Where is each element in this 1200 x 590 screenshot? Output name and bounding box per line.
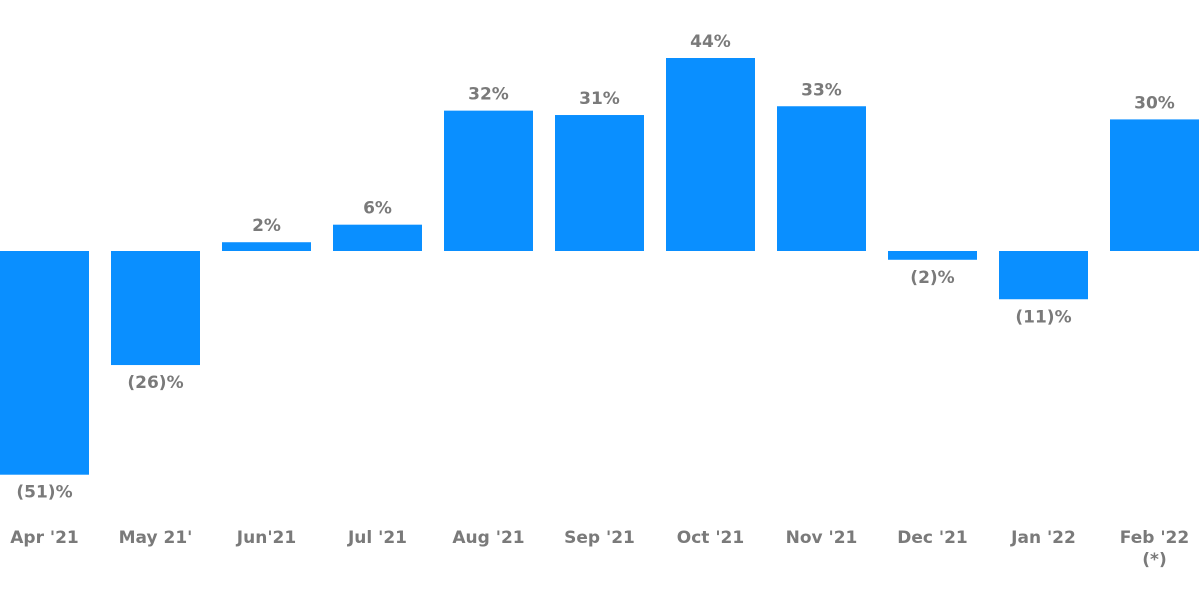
- bar: [333, 224, 422, 251]
- x-tick-label: Dec '21: [897, 528, 968, 548]
- value-label: 6%: [363, 199, 392, 219]
- value-label: (11)%: [1015, 307, 1071, 327]
- x-tick-label: Nov '21: [785, 528, 858, 548]
- x-tick-label: Jan '22: [1011, 528, 1076, 548]
- value-label: (26)%: [127, 373, 183, 393]
- bar: [444, 110, 533, 252]
- x-tick-label: Feb '22 (*): [1119, 528, 1190, 570]
- value-label: 31%: [579, 89, 620, 109]
- x-tick-label: Sep '21: [564, 528, 635, 548]
- value-label: 2%: [252, 216, 281, 236]
- bar: [0, 251, 89, 475]
- x-tick-label: Jul '21: [347, 528, 408, 548]
- bar: [111, 251, 200, 366]
- x-tick-label: May 21': [118, 528, 193, 548]
- value-label: 33%: [801, 80, 842, 100]
- bar: [777, 106, 866, 251]
- bar: [555, 115, 644, 251]
- bar: [1110, 119, 1199, 251]
- x-tick-label: Aug '21: [452, 528, 525, 548]
- bar: [222, 242, 311, 251]
- x-tick-label: Apr '21: [10, 528, 79, 548]
- bar: [999, 251, 1088, 300]
- x-tick-label: Jun'21: [236, 528, 297, 548]
- value-label: 32%: [468, 85, 509, 105]
- bar: [666, 58, 755, 251]
- value-label: (51)%: [16, 483, 72, 503]
- bar: [888, 251, 977, 260]
- value-label: 30%: [1134, 93, 1175, 113]
- value-label: 44%: [690, 32, 731, 52]
- value-label: (2)%: [910, 268, 954, 288]
- x-tick-label: Oct '21: [676, 528, 745, 548]
